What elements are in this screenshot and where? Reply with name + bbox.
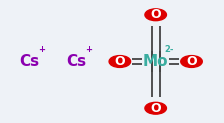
Text: +: +	[38, 45, 45, 54]
Text: 2-: 2-	[165, 45, 174, 54]
Text: O: O	[150, 8, 161, 21]
Text: O: O	[150, 102, 161, 115]
Circle shape	[145, 102, 166, 114]
Circle shape	[145, 9, 166, 21]
Text: +: +	[85, 45, 92, 54]
Text: O: O	[186, 55, 197, 68]
Circle shape	[109, 56, 131, 67]
Text: O: O	[114, 55, 125, 68]
Text: Mo: Mo	[143, 54, 168, 69]
Circle shape	[181, 56, 202, 67]
Text: Cs: Cs	[66, 54, 86, 69]
Text: Cs: Cs	[19, 54, 39, 69]
